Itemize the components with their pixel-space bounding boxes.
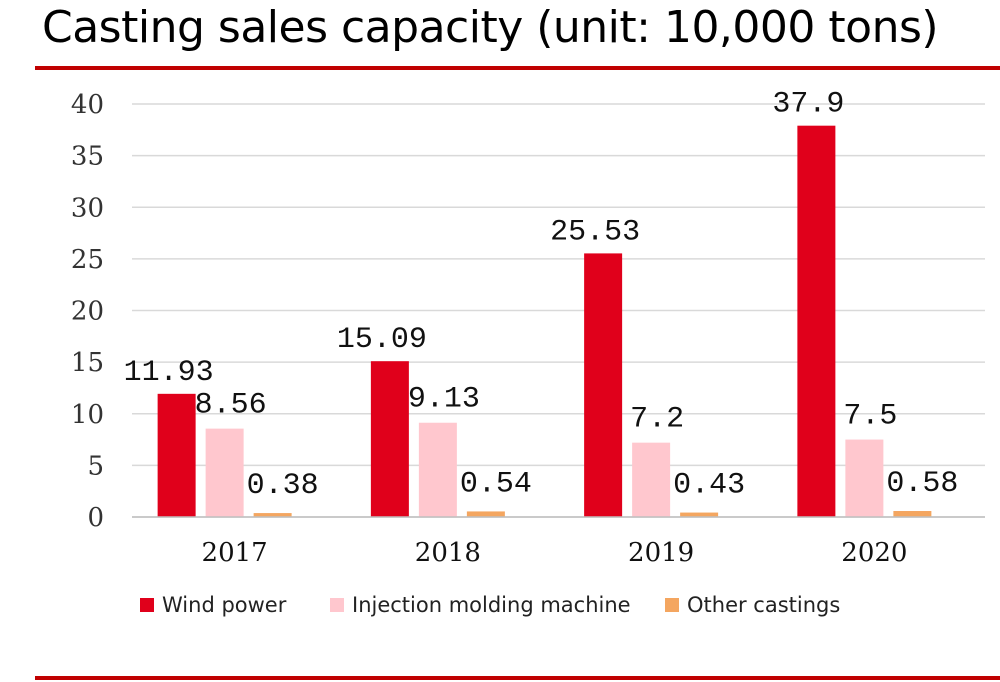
bar-injection-molding-machine — [418, 422, 457, 517]
y-tick-label: 35 — [71, 142, 104, 172]
data-label: 0.43 — [673, 469, 745, 503]
bar-wind-power — [584, 253, 623, 517]
y-tick-label: 10 — [71, 400, 104, 430]
y-tick-label: 0 — [87, 503, 104, 533]
data-label: 7.5 — [843, 400, 897, 434]
legend-label-wind-power: Wind power — [162, 593, 287, 617]
x-category-label: 2020 — [841, 538, 907, 568]
legend-swatch-wind-power — [140, 598, 154, 612]
x-category-label: 2018 — [415, 538, 481, 568]
data-label: 0.38 — [247, 469, 319, 503]
page-title: Casting sales capacity (unit: 10,000 ton… — [42, 2, 939, 53]
data-label: 0.54 — [460, 467, 532, 501]
bar-injection-molding-machine — [205, 428, 244, 517]
bar-wind-power — [157, 393, 196, 517]
legend-swatch-injection-molding — [330, 598, 344, 612]
legend-swatch-other-castings — [665, 598, 679, 612]
bar-other-castings — [253, 513, 292, 517]
chart-legend: Wind power Injection molding machine Oth… — [0, 593, 1000, 627]
x-category-label: 2017 — [202, 538, 268, 568]
legend-label-injection-molding: Injection molding machine — [352, 593, 631, 617]
bar-chart: 0 5 10 15 20 25 30 35 40 11.938.56 0.38 2017 15.09 9.… — [71, 88, 985, 568]
legend-item-other-castings: Other castings — [665, 593, 840, 617]
data-label: 0.58 — [886, 467, 958, 501]
bar-other-castings — [466, 511, 505, 517]
y-tick-label: 20 — [71, 297, 104, 327]
data-label: 9.13 — [408, 383, 480, 417]
y-tick-label: 40 — [71, 90, 104, 120]
legend-item-injection-molding: Injection molding machine — [330, 593, 631, 617]
data-label: 37.9 — [772, 88, 844, 122]
bar-injection-molding-machine — [845, 439, 884, 517]
data-label: 25.53 — [550, 215, 640, 249]
top-divider — [35, 66, 1000, 70]
bar-wind-power — [370, 361, 409, 517]
legend-label-other-castings: Other castings — [687, 593, 841, 617]
bar-wind-power — [797, 125, 836, 518]
bar-other-castings — [680, 512, 719, 517]
y-tick-label: 25 — [71, 245, 104, 275]
y-tick-label: 30 — [71, 193, 104, 223]
y-tick-label: 5 — [87, 451, 104, 481]
data-label: 8.56 — [195, 389, 267, 423]
bar-injection-molding-machine — [632, 442, 671, 517]
data-label: 11.93 — [124, 356, 214, 390]
y-tick-label: 15 — [71, 348, 104, 378]
data-label: 15.09 — [337, 323, 427, 357]
data-label: 7.2 — [630, 403, 684, 437]
bottom-divider — [35, 676, 1000, 680]
legend-item-wind-power: Wind power — [140, 593, 286, 617]
bar-other-castings — [893, 511, 932, 517]
x-category-label: 2019 — [628, 538, 694, 568]
